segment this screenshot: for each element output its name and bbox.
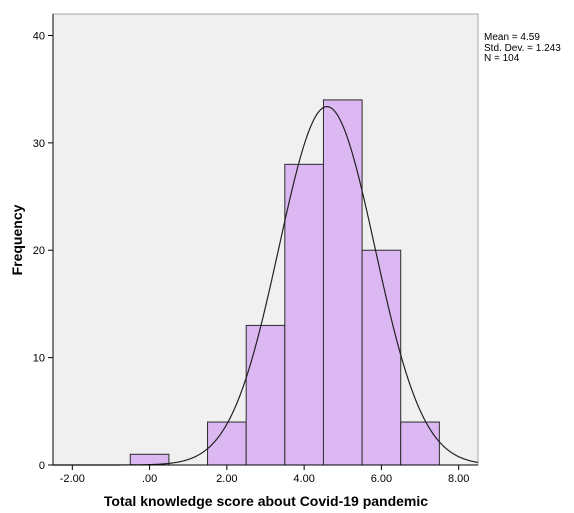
histogram-bar-4 (322, 99, 363, 466)
histogram-bar-2 (245, 324, 286, 466)
histogram-bar-5 (361, 249, 402, 466)
x-tick-label: 6.00 (371, 473, 392, 485)
x-tick-label: 4.00 (293, 473, 314, 485)
stat-mean: Mean = 4.59 (484, 32, 540, 43)
bars-group (129, 99, 440, 466)
histogram-bar-6 (400, 421, 440, 466)
stat-std-dev: Std. Dev. = 1.243 (484, 42, 561, 54)
y-tick-label: 10 (33, 353, 45, 365)
y-tick-label: 40 (33, 30, 45, 42)
x-tick-label: .00 (142, 473, 157, 485)
histogram-bar-3 (284, 163, 324, 466)
x-tick-label: 8.00 (448, 473, 469, 485)
descriptive-stats: Mean = 4.59 Std. Dev. = 1.243 N = 104 (484, 32, 561, 65)
stat-n: N = 104 (484, 53, 520, 64)
x-ticks-group: -2.00 .00 2.00 4.00 6.00 8.00 (60, 465, 469, 485)
y-tick-label: 0 (39, 460, 45, 472)
y-tick-label: 20 (33, 245, 45, 257)
y-tick-label: 30 (33, 138, 45, 150)
x-tick-label: -2.00 (60, 473, 85, 485)
x-axis-title: Total knowledge score about Covid-19 pan… (104, 493, 428, 509)
y-ticks-group: 0 10 20 30 40 (33, 30, 53, 472)
y-axis-title: Frequency (9, 204, 25, 275)
x-tick-label: 2.00 (216, 473, 237, 485)
